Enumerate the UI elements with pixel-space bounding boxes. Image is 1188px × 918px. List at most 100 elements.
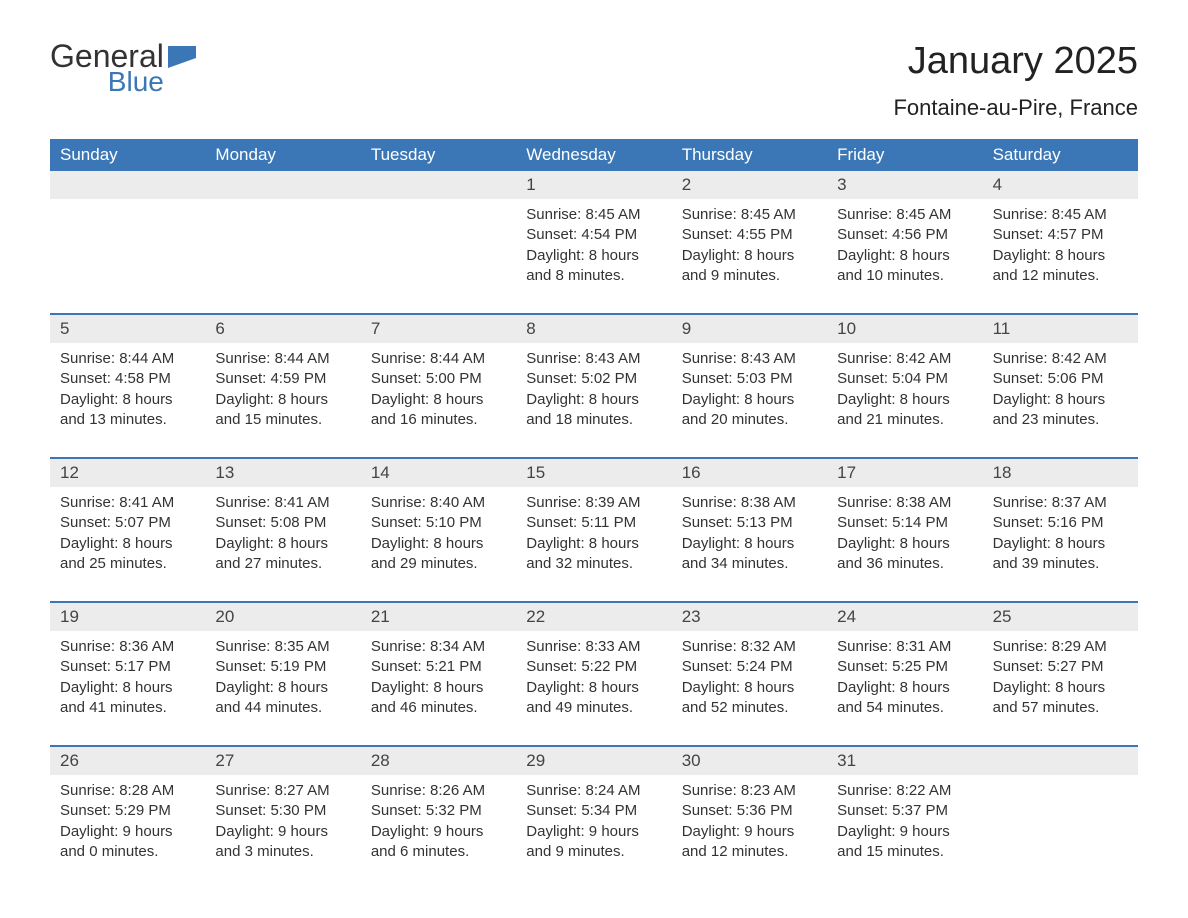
day-cell: Sunrise: 8:44 AMSunset: 5:00 PMDaylight:… xyxy=(361,343,516,435)
day-number: 3 xyxy=(827,171,982,199)
day-number xyxy=(983,747,1138,775)
calendar-week: 567891011Sunrise: 8:44 AMSunset: 4:58 PM… xyxy=(50,313,1138,435)
sunset-line: Sunset: 5:07 PM xyxy=(60,513,195,533)
sunrise-line: Sunrise: 8:44 AM xyxy=(371,349,506,369)
day-cell: Sunrise: 8:42 AMSunset: 5:06 PMDaylight:… xyxy=(983,343,1138,435)
sunset-line: Sunset: 5:03 PM xyxy=(682,369,817,389)
day-cell: Sunrise: 8:26 AMSunset: 5:32 PMDaylight:… xyxy=(361,775,516,867)
sunset-line: Sunset: 4:58 PM xyxy=(60,369,195,389)
daylight-line2: and 52 minutes. xyxy=(682,698,817,718)
sunset-line: Sunset: 4:56 PM xyxy=(837,225,972,245)
daylight-line1: Daylight: 8 hours xyxy=(993,534,1128,554)
day-number-row: 262728293031 xyxy=(50,747,1138,775)
day-number: 1 xyxy=(516,171,671,199)
daylight-line1: Daylight: 8 hours xyxy=(993,678,1128,698)
day-cell: Sunrise: 8:43 AMSunset: 5:02 PMDaylight:… xyxy=(516,343,671,435)
sunset-line: Sunset: 5:10 PM xyxy=(371,513,506,533)
day-number: 17 xyxy=(827,459,982,487)
day-number: 11 xyxy=(983,315,1138,343)
day-number: 9 xyxy=(672,315,827,343)
daylight-line1: Daylight: 8 hours xyxy=(60,390,195,410)
sunset-line: Sunset: 4:54 PM xyxy=(526,225,661,245)
daylight-line1: Daylight: 9 hours xyxy=(215,822,350,842)
day-cell: Sunrise: 8:42 AMSunset: 5:04 PMDaylight:… xyxy=(827,343,982,435)
sunrise-line: Sunrise: 8:42 AM xyxy=(993,349,1128,369)
daylight-line2: and 9 minutes. xyxy=(526,842,661,862)
day-cell: Sunrise: 8:35 AMSunset: 5:19 PMDaylight:… xyxy=(205,631,360,723)
day-number: 22 xyxy=(516,603,671,631)
daylight-line2: and 36 minutes. xyxy=(837,554,972,574)
sunset-line: Sunset: 5:11 PM xyxy=(526,513,661,533)
daylight-line1: Daylight: 8 hours xyxy=(682,678,817,698)
day-cell: Sunrise: 8:31 AMSunset: 5:25 PMDaylight:… xyxy=(827,631,982,723)
daylight-line1: Daylight: 9 hours xyxy=(371,822,506,842)
day-cell: Sunrise: 8:40 AMSunset: 5:10 PMDaylight:… xyxy=(361,487,516,579)
daylight-line2: and 8 minutes. xyxy=(526,266,661,286)
daylight-line2: and 18 minutes. xyxy=(526,410,661,430)
daylight-line1: Daylight: 9 hours xyxy=(526,822,661,842)
sunrise-line: Sunrise: 8:45 AM xyxy=(526,205,661,225)
sunset-line: Sunset: 5:36 PM xyxy=(682,801,817,821)
title-block: January 2025 Fontaine-au-Pire, France xyxy=(893,40,1138,121)
day-header-monday: Monday xyxy=(205,139,360,171)
day-cell: Sunrise: 8:34 AMSunset: 5:21 PMDaylight:… xyxy=(361,631,516,723)
daylight-line2: and 25 minutes. xyxy=(60,554,195,574)
daylight-line2: and 10 minutes. xyxy=(837,266,972,286)
daylight-line2: and 21 minutes. xyxy=(837,410,972,430)
daylight-line2: and 46 minutes. xyxy=(371,698,506,718)
daylight-line2: and 6 minutes. xyxy=(371,842,506,862)
sunset-line: Sunset: 5:37 PM xyxy=(837,801,972,821)
day-number: 23 xyxy=(672,603,827,631)
day-number: 2 xyxy=(672,171,827,199)
day-number: 25 xyxy=(983,603,1138,631)
day-cell: Sunrise: 8:24 AMSunset: 5:34 PMDaylight:… xyxy=(516,775,671,867)
day-cell: Sunrise: 8:23 AMSunset: 5:36 PMDaylight:… xyxy=(672,775,827,867)
daylight-line2: and 44 minutes. xyxy=(215,698,350,718)
daylight-line2: and 13 minutes. xyxy=(60,410,195,430)
day-cell: Sunrise: 8:39 AMSunset: 5:11 PMDaylight:… xyxy=(516,487,671,579)
daylight-line1: Daylight: 8 hours xyxy=(215,534,350,554)
day-cell: Sunrise: 8:45 AMSunset: 4:54 PMDaylight:… xyxy=(516,199,671,291)
sunrise-line: Sunrise: 8:36 AM xyxy=(60,637,195,657)
sunset-line: Sunset: 5:24 PM xyxy=(682,657,817,677)
day-number xyxy=(50,171,205,199)
daylight-line1: Daylight: 8 hours xyxy=(682,246,817,266)
day-number: 21 xyxy=(361,603,516,631)
sunrise-line: Sunrise: 8:32 AM xyxy=(682,637,817,657)
daylight-line1: Daylight: 8 hours xyxy=(60,534,195,554)
daylight-line1: Daylight: 8 hours xyxy=(526,246,661,266)
calendar: Sunday Monday Tuesday Wednesday Thursday… xyxy=(50,139,1138,867)
daylight-line1: Daylight: 8 hours xyxy=(215,390,350,410)
day-number: 26 xyxy=(50,747,205,775)
sunset-line: Sunset: 5:06 PM xyxy=(993,369,1128,389)
daylight-line2: and 15 minutes. xyxy=(837,842,972,862)
day-cell: Sunrise: 8:29 AMSunset: 5:27 PMDaylight:… xyxy=(983,631,1138,723)
day-cell: Sunrise: 8:45 AMSunset: 4:55 PMDaylight:… xyxy=(672,199,827,291)
calendar-week: 1234Sunrise: 8:45 AMSunset: 4:54 PMDayli… xyxy=(50,171,1138,291)
day-number-row: 12131415161718 xyxy=(50,459,1138,487)
daylight-line2: and 49 minutes. xyxy=(526,698,661,718)
daylight-line2: and 27 minutes. xyxy=(215,554,350,574)
sunset-line: Sunset: 5:34 PM xyxy=(526,801,661,821)
daylight-line1: Daylight: 8 hours xyxy=(993,390,1128,410)
sunset-line: Sunset: 5:32 PM xyxy=(371,801,506,821)
daylight-line2: and 20 minutes. xyxy=(682,410,817,430)
sunrise-line: Sunrise: 8:42 AM xyxy=(837,349,972,369)
day-number: 27 xyxy=(205,747,360,775)
daylight-line1: Daylight: 9 hours xyxy=(682,822,817,842)
daylight-line2: and 54 minutes. xyxy=(837,698,972,718)
daylight-line2: and 29 minutes. xyxy=(371,554,506,574)
sunrise-line: Sunrise: 8:28 AM xyxy=(60,781,195,801)
daylight-line2: and 3 minutes. xyxy=(215,842,350,862)
day-number: 24 xyxy=(827,603,982,631)
daylight-line1: Daylight: 8 hours xyxy=(837,246,972,266)
daylight-line1: Daylight: 8 hours xyxy=(526,534,661,554)
sunrise-line: Sunrise: 8:43 AM xyxy=(682,349,817,369)
sunrise-line: Sunrise: 8:29 AM xyxy=(993,637,1128,657)
daylight-line1: Daylight: 8 hours xyxy=(837,678,972,698)
empty-cell xyxy=(205,199,360,291)
sunset-line: Sunset: 5:22 PM xyxy=(526,657,661,677)
logo-word-blue: Blue xyxy=(106,68,164,96)
daylight-line1: Daylight: 8 hours xyxy=(371,390,506,410)
daylight-line1: Daylight: 8 hours xyxy=(371,534,506,554)
